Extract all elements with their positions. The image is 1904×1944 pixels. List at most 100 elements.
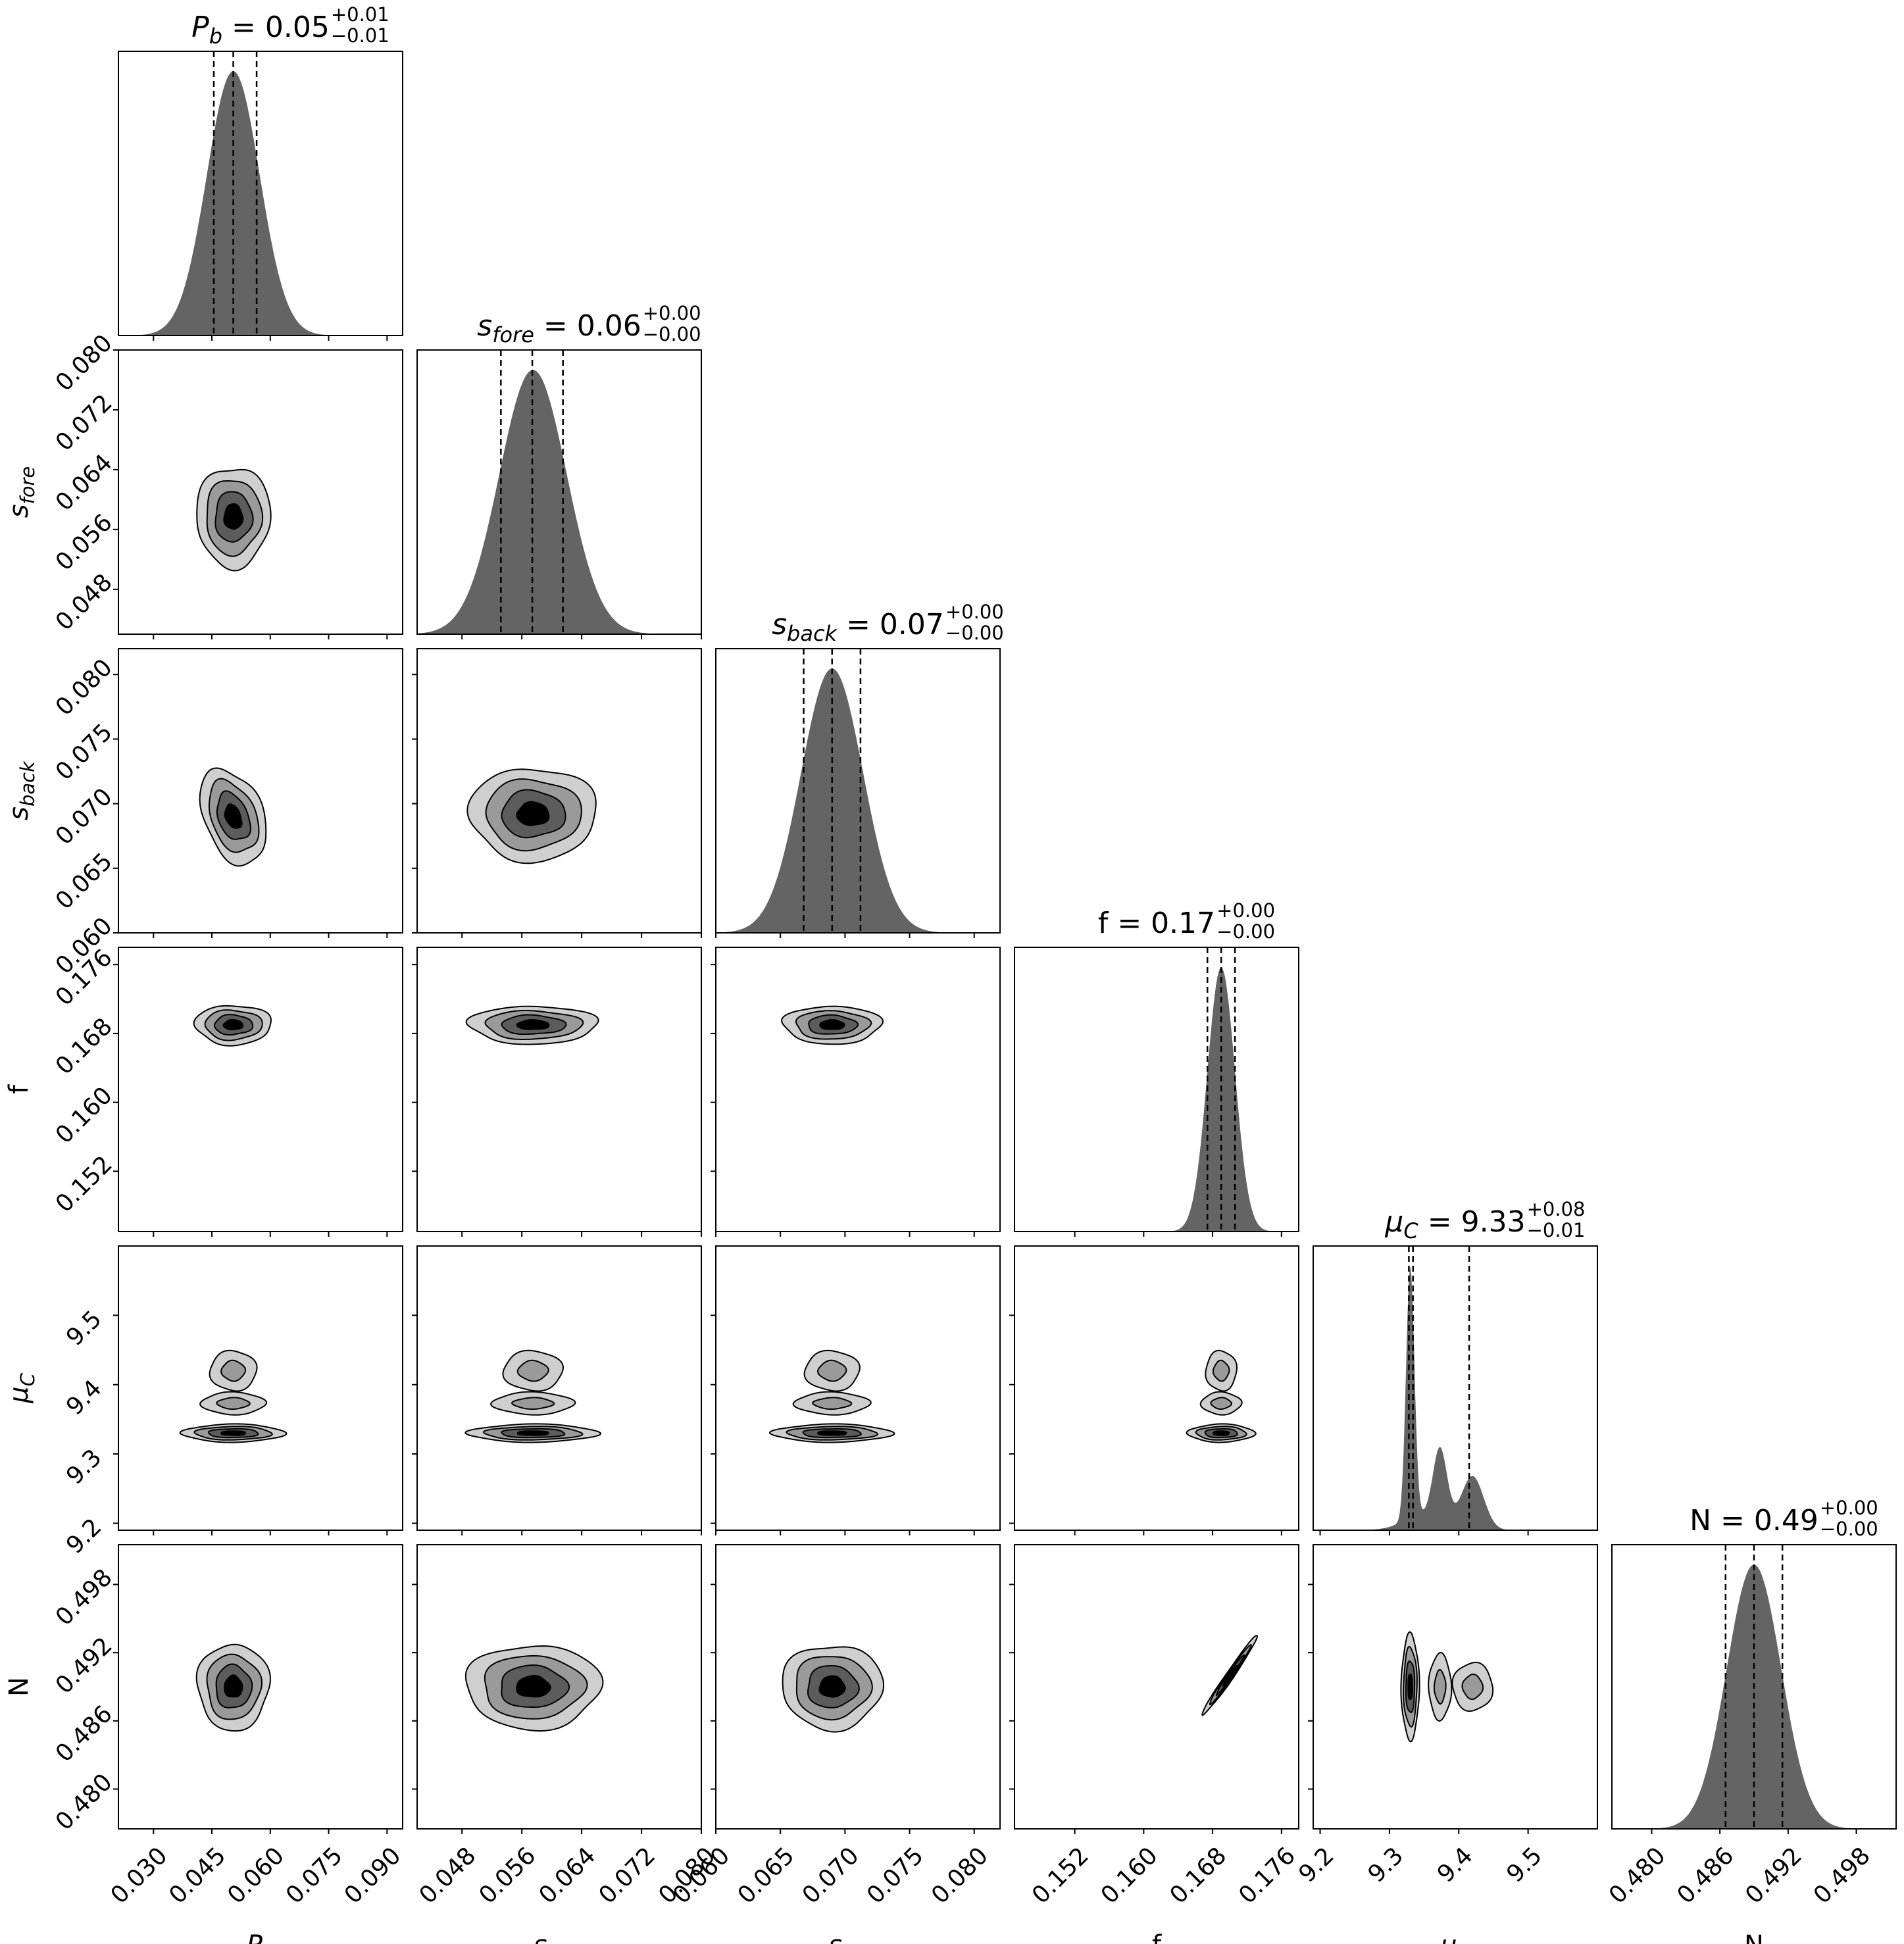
histogram-sfore	[417, 370, 701, 634]
panel-joint-sback-vs-sfore	[412, 648, 702, 938]
contour-level-3	[224, 1674, 243, 1698]
x-tick-label: 0.064	[534, 1842, 601, 1909]
x-tick-label: 0.486	[1672, 1842, 1740, 1909]
title-lower-N: −0.00	[1820, 1518, 1878, 1540]
contour-level-3	[1222, 1664, 1238, 1687]
x-tick-label: 0.075	[862, 1842, 929, 1909]
y-tick-label: 0.168	[51, 1013, 118, 1080]
panel-frame	[715, 648, 1001, 934]
y-tick-label: 0.492	[51, 1632, 118, 1699]
contour-level-3	[818, 1675, 846, 1698]
x-tick-label: 0.070	[797, 1842, 864, 1909]
panel-frame	[416, 947, 702, 1232]
contour-blob-2-3	[1213, 1430, 1230, 1436]
contour-blob-0-1	[1212, 1359, 1230, 1382]
title-upper-muC: +0.08	[1527, 1198, 1586, 1220]
y-tick-label: 0.480	[51, 1768, 118, 1835]
y-tick-label: 0.065	[51, 848, 118, 915]
panel-joint-muC-vs-sfore	[412, 1245, 702, 1535]
y-tick-label: 0.048	[51, 569, 118, 636]
panel-frame	[118, 1245, 403, 1531]
panel-hist-sback: sback = 0.07 +0.00−0.00	[715, 601, 1004, 938]
panel-frame	[1611, 1544, 1897, 1830]
y-tick-label: 0.080	[51, 654, 118, 721]
y-axis-label-f: f	[4, 1084, 34, 1094]
panel-frame	[118, 947, 403, 1232]
panel-frame	[1014, 1245, 1299, 1531]
contour-level-3	[516, 1675, 551, 1698]
panel-frame	[715, 947, 1001, 1232]
y-tick-label: 9.3	[61, 1444, 107, 1489]
title-muC: μC = 9.33	[1384, 1205, 1525, 1243]
x-tick-label: 9.3	[1363, 1842, 1409, 1887]
x-tick-label: 0.498	[1809, 1842, 1876, 1909]
x-tick-label: 0.090	[339, 1842, 407, 1909]
y-tick-label: 0.160	[51, 1082, 118, 1149]
contour-blob-2-3	[516, 1430, 549, 1436]
title-sfore: sfore = 0.06	[477, 309, 641, 347]
x-axis-label-sback: sback	[828, 1930, 888, 1944]
title-lower-Pb: −0.01	[331, 24, 389, 47]
panel-joint-muC-vs-f	[1009, 1245, 1299, 1535]
title-lower-sback: −0.00	[945, 622, 1004, 644]
y-tick-label: 0.486	[51, 1701, 118, 1768]
y-tick-label: 0.070	[51, 784, 118, 851]
y-tick-label: 0.498	[51, 1564, 118, 1631]
panel-hist-Pb: Pb = 0.05 +0.01−0.01	[118, 3, 403, 341]
x-axis-label-muC: μC	[1440, 1930, 1470, 1944]
histogram-sback	[716, 668, 1000, 933]
title-lower-sfore: −0.00	[643, 323, 701, 345]
x-tick-label: 0.152	[1027, 1842, 1094, 1909]
x-tick-label: 0.168	[1165, 1842, 1232, 1909]
contour-blob-1-1	[812, 1397, 853, 1410]
panel-hist-f: f = 0.17 +0.00−0.00	[1014, 899, 1299, 1237]
title-f: f = 0.17	[1098, 907, 1215, 940]
contour-blob-0-1	[516, 1359, 549, 1382]
title-upper-sfore: +0.00	[643, 302, 701, 324]
x-tick-label: 0.048	[414, 1842, 482, 1909]
x-tick-label: 0.065	[733, 1842, 800, 1909]
x-axis-label-Pb: Pb	[247, 1930, 275, 1944]
panel-joint-f-vs-sback	[711, 947, 1001, 1237]
y-tick-label: 0.056	[51, 509, 118, 576]
x-tick-label: 0.072	[593, 1842, 661, 1909]
panel-hist-N: N = 0.49 +0.00−0.00	[1611, 1497, 1897, 1834]
panel-frame	[118, 349, 403, 635]
contour-blob-1-1	[511, 1397, 555, 1410]
histogram-f	[1015, 967, 1299, 1232]
title-sback: sback = 0.07	[772, 608, 944, 646]
y-tick-label: 0.072	[51, 389, 118, 457]
title-Pb: Pb = 0.05	[191, 11, 330, 49]
contour-blob-2-3	[817, 1430, 847, 1436]
y-tick-label: 0.152	[51, 1151, 118, 1218]
contour-blob-0-1	[817, 1359, 847, 1382]
panel-frame	[416, 349, 702, 635]
y-axis-label-sback: sback	[4, 760, 39, 820]
x-tick-label: 0.056	[474, 1842, 541, 1909]
panel-frame	[1014, 1544, 1299, 1830]
panel-hist-sfore: sfore = 0.06 +0.00−0.00	[416, 302, 702, 639]
contour-level-3	[819, 1019, 845, 1030]
x-tick-label: 0.060	[222, 1842, 289, 1909]
contour-level-3	[516, 801, 550, 826]
x-axis-muC: 9.2 9.3 9.4 9.5 μC	[1293, 1842, 1547, 1944]
title-upper-f: +0.00	[1216, 899, 1275, 922]
y-tick-label: 0.064	[51, 449, 118, 516]
x-tick-label: 0.045	[164, 1842, 231, 1909]
contour-blob-2-3	[1407, 1673, 1413, 1701]
x-axis-label-N: N	[1744, 1930, 1764, 1944]
contour-blob-0-1	[1461, 1673, 1484, 1701]
y-tick-label: 9.2	[61, 1514, 107, 1559]
contour-blob-2-3	[220, 1430, 247, 1436]
panel-frame	[1313, 1544, 1598, 1830]
histogram-muC	[1313, 1266, 1597, 1530]
panel-joint-N-vs-sfore	[412, 1544, 702, 1834]
panel-frame	[715, 1245, 1001, 1531]
contour-blob-1-1	[216, 1397, 251, 1410]
y-tick-label: 9.4	[61, 1375, 107, 1420]
